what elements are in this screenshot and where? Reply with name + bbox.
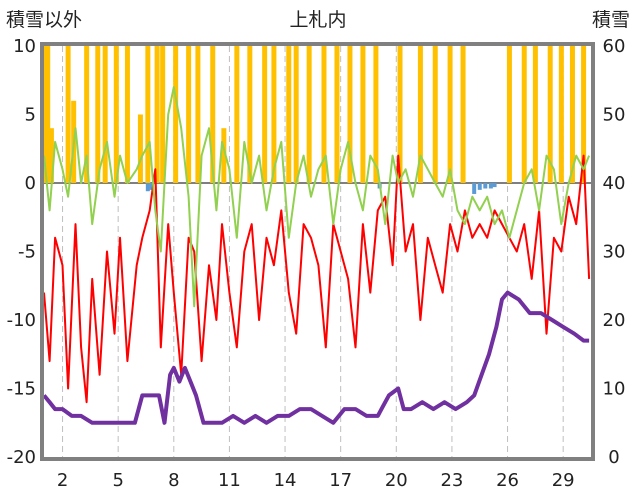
- x-tick: 20: [385, 470, 408, 491]
- precipitation-bar: [221, 128, 227, 183]
- precipitation-bar: [417, 46, 423, 183]
- x-tick: 14: [274, 470, 297, 491]
- precipitation-bar: [432, 46, 438, 183]
- precipitation-bar: [95, 46, 101, 183]
- precipitation-bar: [113, 46, 119, 183]
- y-right-tick: 20: [603, 310, 626, 331]
- x-tick: 29: [552, 470, 575, 491]
- precipitation-bar: [373, 46, 379, 183]
- precipitation-bar: [45, 46, 51, 183]
- left-axis-label: 積雪以外: [6, 9, 82, 31]
- precipitation-bar: [210, 46, 216, 183]
- wind-line: [43, 86, 591, 308]
- precipitation-bar: [48, 128, 54, 183]
- line-series: [42, 86, 591, 425]
- precipitation-bar: [347, 46, 353, 183]
- y-right-tick: 0: [608, 447, 619, 468]
- precipitation-bar: [145, 46, 151, 183]
- y-left-tick: -10: [7, 310, 36, 331]
- precipitation-bar: [262, 46, 268, 183]
- precipitation-bar: [558, 46, 564, 183]
- x-tick: 2: [57, 470, 68, 491]
- snow_depth-line: [42, 290, 590, 425]
- y-left-tick: -5: [18, 242, 36, 263]
- precipitation-bar: [506, 46, 512, 183]
- precipitation-bar: [286, 46, 292, 183]
- precipitation-bar: [532, 46, 538, 183]
- precipitation-bar: [521, 46, 527, 183]
- y-left-tick: 5: [25, 105, 36, 126]
- plot-area-border: [40, 42, 595, 461]
- y-right-tick: 50: [603, 105, 626, 126]
- sunshine-bar: [472, 183, 477, 194]
- x-tick: 8: [168, 470, 179, 491]
- y-right-tick: 40: [603, 173, 626, 194]
- x-tick: 23: [440, 470, 463, 491]
- precipitation-bar: [234, 46, 240, 183]
- y-right-tick: 30: [603, 242, 626, 263]
- precipitation-bar: [124, 46, 130, 183]
- precipitation-bar: [195, 46, 201, 183]
- precipitation-bar: [581, 46, 587, 183]
- precipitation-bar: [569, 46, 575, 183]
- precipitation-bar: [334, 46, 340, 183]
- sunshine-bar: [149, 183, 154, 190]
- temperature-line: [43, 154, 591, 404]
- sunshine-bar: [145, 183, 150, 192]
- x-tick: 17: [329, 470, 352, 491]
- sunshine-bar: [477, 183, 482, 190]
- precipitation-bar: [397, 46, 403, 183]
- right-axis-label: 積雪: [592, 9, 630, 31]
- y-right-tick: 60: [603, 36, 626, 57]
- precipitation-bar: [154, 46, 160, 183]
- x-tick: 26: [496, 470, 519, 491]
- precipitation-bar: [293, 46, 299, 183]
- y-left-tick: -20: [7, 447, 36, 468]
- sunshine-bar: [488, 183, 493, 189]
- y-left-tick: 10: [13, 36, 36, 57]
- precipitation-bar: [84, 46, 90, 183]
- y-left-tick: 0: [25, 173, 36, 194]
- sunshine-bar: [492, 183, 497, 188]
- precipitation-bar: [65, 46, 71, 183]
- sunshine-bar: [483, 183, 488, 189]
- precipitation-bar: [360, 46, 366, 183]
- precipitation-bar: [306, 46, 312, 183]
- chart-title: 上札内: [289, 9, 346, 31]
- x-tick: 5: [112, 470, 123, 491]
- y-right-tick: 10: [603, 379, 626, 400]
- precipitation-bar: [460, 46, 466, 183]
- precipitation-bar: [247, 46, 253, 183]
- y-left-tick: -15: [7, 379, 36, 400]
- precipitation-bar: [447, 46, 453, 183]
- precipitation-bar: [271, 46, 277, 183]
- x-tick: 11: [218, 470, 241, 491]
- precipitation-bar: [173, 46, 179, 183]
- precipitation-bar: [321, 46, 327, 183]
- precipitation-bar: [186, 46, 192, 183]
- precipitation-bar: [102, 46, 108, 183]
- precipitation-bar: [160, 46, 166, 183]
- precipitation-bar: [547, 46, 553, 183]
- precipitation-bar: [137, 114, 143, 183]
